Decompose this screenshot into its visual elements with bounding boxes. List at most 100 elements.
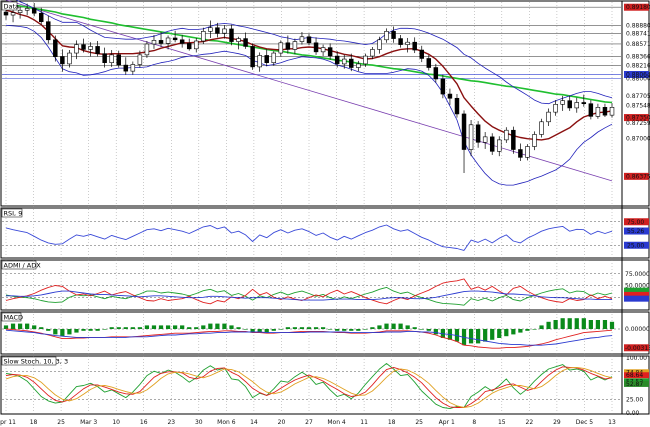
candle-down bbox=[454, 97, 460, 115]
candle-up bbox=[271, 52, 277, 63]
candle-up bbox=[468, 124, 474, 150]
x-axis-label: 18 bbox=[30, 419, 38, 426]
candle-down bbox=[567, 100, 572, 109]
candle-down bbox=[172, 37, 178, 41]
price-axis-label: 0.88064 bbox=[626, 72, 650, 79]
stoch-panel-title[interactable]: Slow Stoch. 10, 3, 3 bbox=[1, 356, 68, 366]
candle-up bbox=[236, 38, 241, 42]
macd-histogram-bar bbox=[151, 325, 157, 329]
x-axis-label: 15 bbox=[498, 419, 506, 426]
candle-down bbox=[440, 78, 446, 95]
macd-histogram-bar bbox=[194, 327, 199, 329]
ma-long-line bbox=[5, 2, 613, 104]
candle-up bbox=[560, 100, 565, 105]
macd-histogram-bar bbox=[560, 318, 565, 329]
candle-up bbox=[497, 139, 502, 152]
candle-up bbox=[299, 36, 305, 42]
candle-down bbox=[243, 38, 248, 47]
price-axis-label: 0.88571 bbox=[626, 41, 650, 48]
rsi-panel-title-text: RSI, 9 bbox=[4, 209, 23, 217]
stoch-axis-label: 0.00 bbox=[626, 410, 640, 417]
candle-up bbox=[356, 63, 361, 68]
macd-histogram-bar bbox=[201, 325, 206, 329]
macd-histogram-bar bbox=[518, 329, 523, 333]
macd-panel-title[interactable]: MACD bbox=[1, 312, 23, 321]
macd-histogram-bar bbox=[25, 323, 30, 329]
candle-up bbox=[257, 55, 262, 68]
stoch-panel-title-box bbox=[1, 356, 57, 366]
candle-up bbox=[67, 52, 72, 65]
macd-histogram-bar bbox=[123, 327, 128, 329]
macd-histogram-bar bbox=[222, 323, 227, 329]
macd-histogram-bar bbox=[229, 325, 234, 329]
adx-panel-title[interactable]: ADMI / ADX bbox=[1, 260, 41, 270]
adx-panel-title-box bbox=[1, 260, 37, 270]
x-axis-label: 8 bbox=[472, 419, 476, 426]
macd-histogram-bar bbox=[116, 327, 121, 329]
candle-down bbox=[447, 93, 453, 99]
stoch-k-line bbox=[5, 363, 613, 410]
x-axis-label: Mon 6 bbox=[217, 419, 236, 426]
price-axis-label: 0.88366 bbox=[626, 53, 650, 60]
macd-histogram-bar bbox=[81, 329, 86, 331]
candle-down bbox=[81, 44, 86, 50]
macd-histogram-bar bbox=[320, 327, 326, 329]
candle-down bbox=[158, 40, 164, 44]
x-axis-label: 20 bbox=[278, 419, 286, 426]
candle-down bbox=[3, 11, 9, 16]
candle-down bbox=[250, 46, 255, 68]
macd-histogram-bar bbox=[130, 327, 135, 329]
x-axis-label: Dec 5 bbox=[576, 419, 594, 426]
bollinger-lower-line bbox=[5, 24, 613, 186]
stoch-axis-label: 100.00 bbox=[626, 355, 647, 362]
macd-histogram-bar bbox=[426, 329, 431, 331]
macd-axis-label: -0.00313 bbox=[625, 345, 650, 352]
candle-up bbox=[109, 54, 114, 63]
macd-histogram-bar bbox=[567, 318, 572, 329]
candle-down bbox=[327, 47, 333, 57]
candle-down bbox=[53, 39, 58, 57]
macd-histogram-bar bbox=[391, 323, 396, 329]
x-axis-label: Apr 11 bbox=[0, 419, 16, 426]
macd-histogram-bar bbox=[356, 329, 361, 331]
adx-line bbox=[6, 290, 612, 301]
candle-up bbox=[278, 42, 284, 54]
stoch-slow-line bbox=[5, 366, 613, 408]
candle-down bbox=[38, 12, 44, 22]
rsi-panel-title-box bbox=[1, 208, 23, 218]
macd-histogram-bar bbox=[313, 327, 319, 329]
candle-down bbox=[461, 113, 467, 150]
macd-histogram-bar bbox=[215, 323, 220, 329]
macd-histogram-bar bbox=[490, 329, 495, 340]
rsi-axis-tag bbox=[624, 227, 649, 235]
candle-up bbox=[482, 136, 488, 143]
macd-histogram-bar bbox=[236, 327, 241, 329]
rsi-panel-title[interactable]: RSI, 9 bbox=[1, 208, 23, 218]
candle-up bbox=[10, 12, 16, 16]
candle-up bbox=[539, 121, 544, 135]
candle-up bbox=[201, 31, 206, 42]
macd-histogram-bar bbox=[497, 329, 502, 338]
candle-down bbox=[412, 41, 417, 51]
rsi-line bbox=[5, 224, 613, 251]
macd-axis-label: 0.00000 bbox=[625, 326, 650, 333]
candle-up bbox=[292, 41, 298, 50]
candle-up bbox=[363, 55, 368, 65]
adx-value-tag bbox=[624, 287, 649, 294]
price-axis-label: 0.87000 bbox=[626, 136, 650, 143]
price-axis-label: 0.89180 bbox=[626, 4, 650, 11]
macd-histogram-bar bbox=[574, 318, 579, 329]
macd-histogram-bar bbox=[144, 325, 150, 329]
x-axis-label: Mar 3 bbox=[80, 419, 97, 426]
candle-up bbox=[165, 37, 171, 44]
macd-histogram-bar bbox=[349, 329, 354, 331]
macd-histogram-bar bbox=[264, 329, 269, 333]
candle-down bbox=[229, 28, 234, 42]
macd-histogram-bar bbox=[109, 327, 114, 329]
candle-down bbox=[95, 46, 100, 54]
candle-up bbox=[405, 41, 410, 45]
candle-down bbox=[489, 136, 495, 152]
macd-histogram-bar bbox=[88, 329, 93, 331]
price-panel-title[interactable]: Data bbox=[1, 1, 19, 10]
